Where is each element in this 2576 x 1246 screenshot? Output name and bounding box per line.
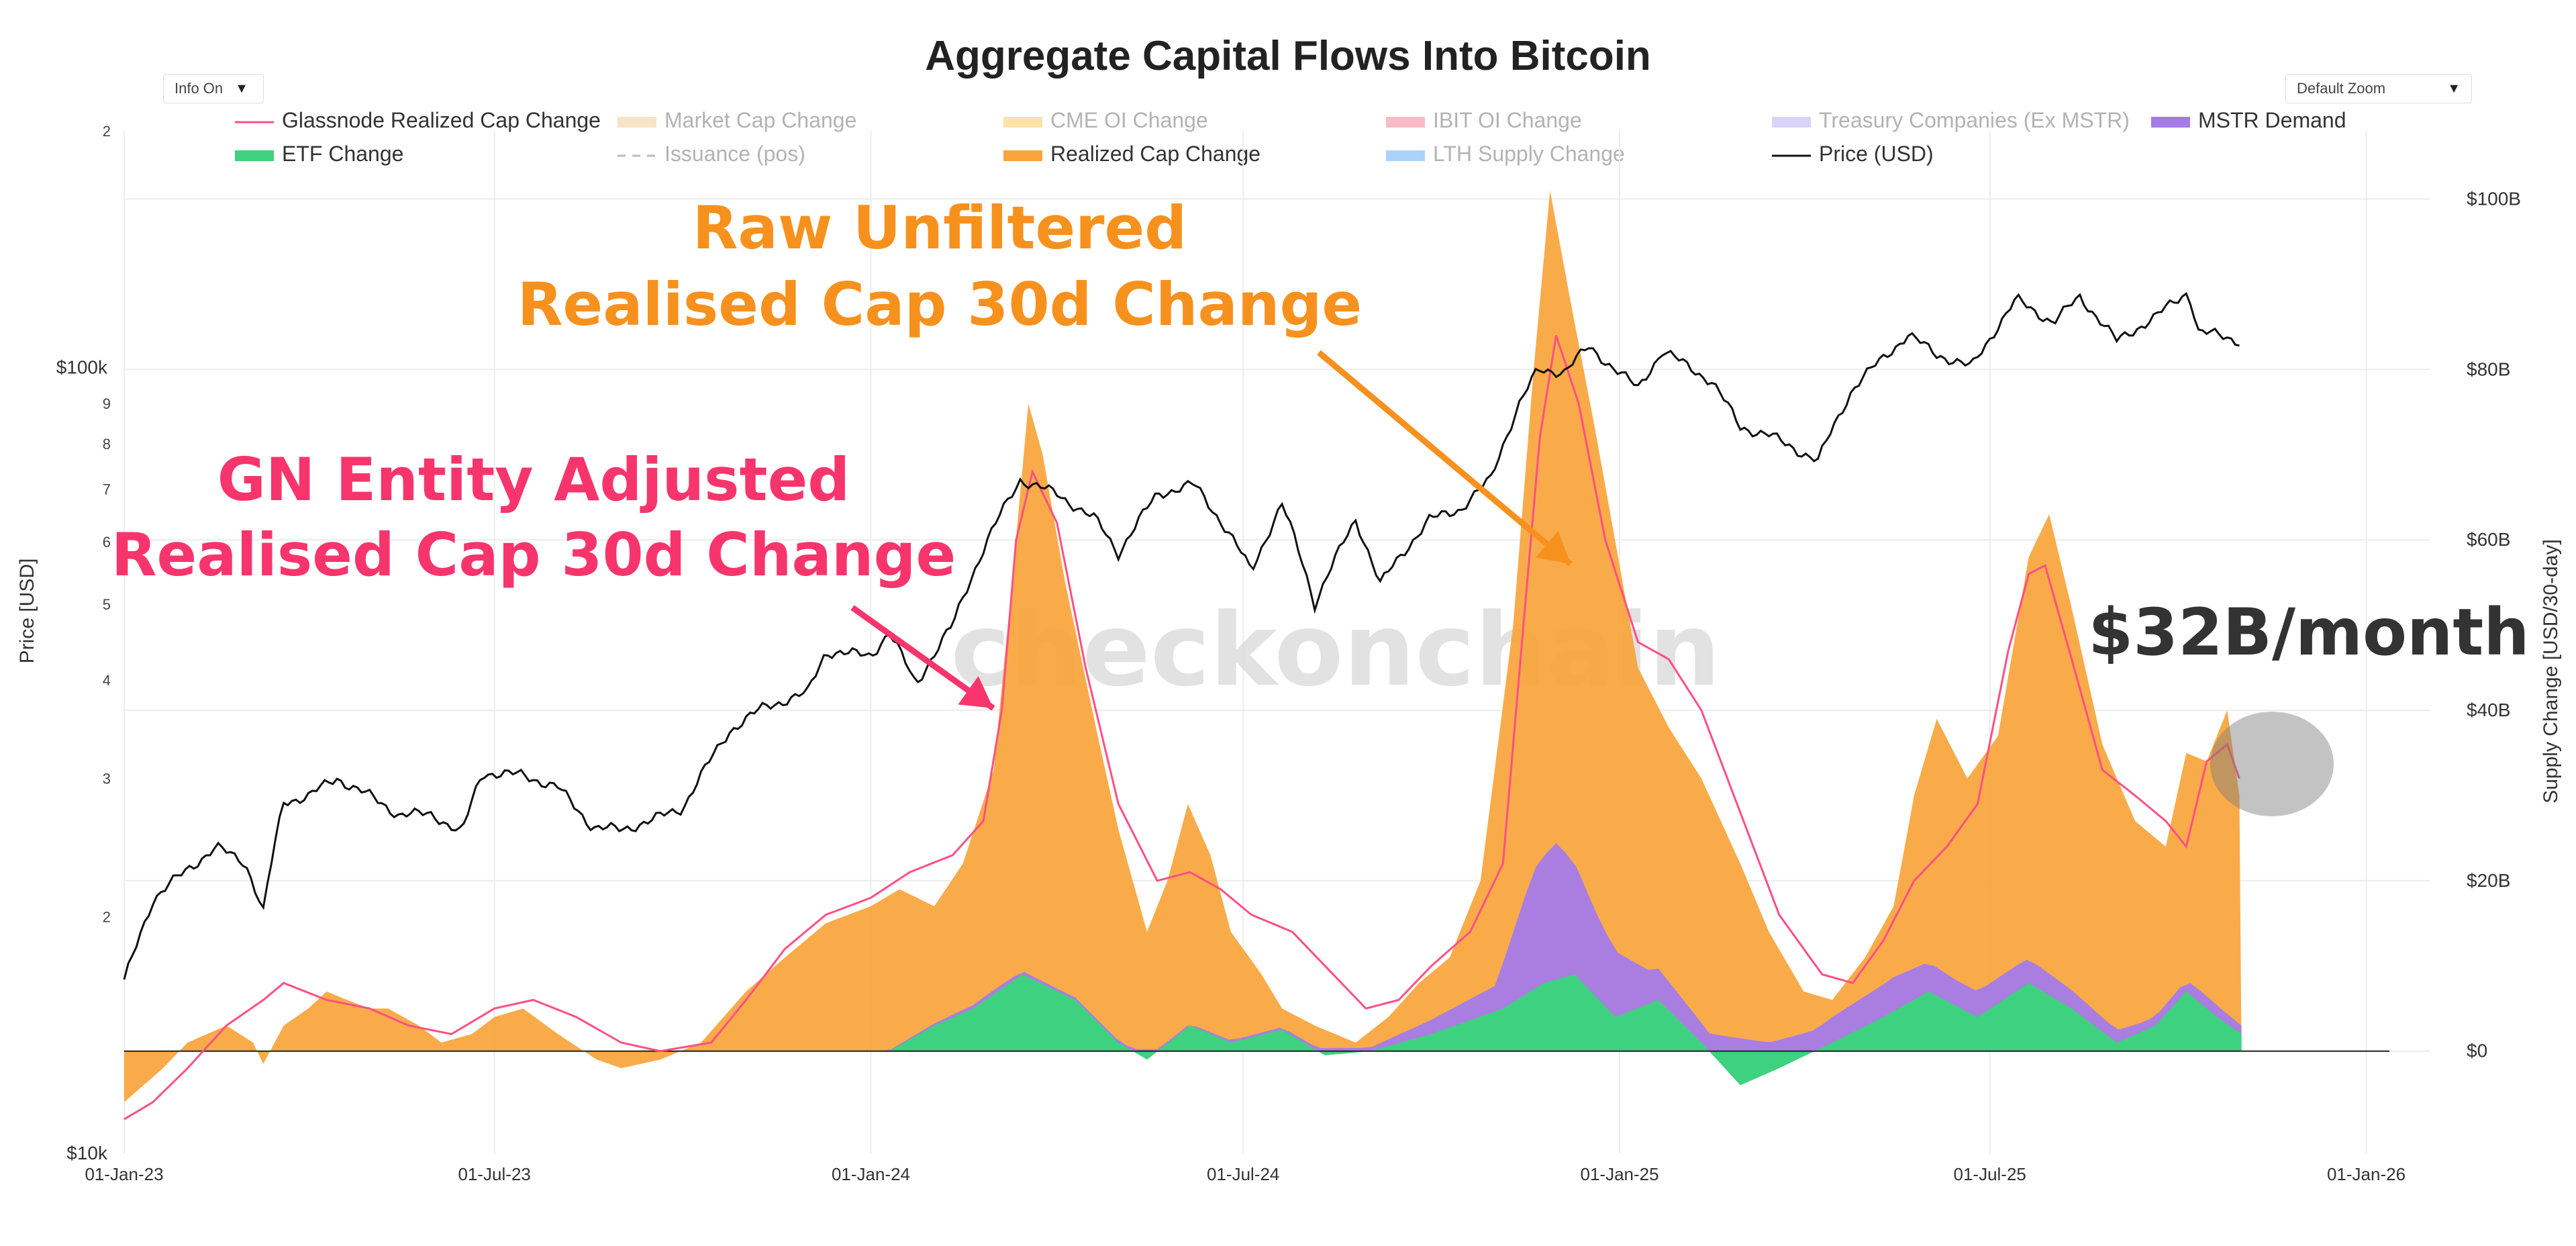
legend-item[interactable]: CME OI Change [1003, 108, 1208, 132]
mstr-demand-area [871, 843, 2242, 1051]
axes: 01-Jan-23 01-Jul-23 01-Jan-24 01-Jul-24 01-J… [16, 123, 2562, 1184]
legend: Glassnode Realized Cap Change Market Cap … [235, 108, 2346, 166]
y-right-tick-label: $80B [2467, 358, 2510, 379]
info-toggle-select[interactable]: Info On ▼ [163, 74, 264, 103]
price-usd-line [123, 291, 2240, 980]
annotation-text: $32B/month [2088, 595, 2529, 670]
realized-cap-change-area [124, 190, 2242, 1102]
series-layer [123, 190, 2389, 1120]
y-left-minor-tick-label: 7 [103, 481, 111, 498]
y-left-minor-tick-label: 5 [103, 596, 111, 613]
legend-label: MSTR Demand [2198, 108, 2346, 132]
x-tick-label: 01-Jul-25 [1953, 1164, 2026, 1184]
legend-label: Realized Cap Change [1050, 142, 1260, 166]
annotation-text: Realised Cap 30d Change [111, 520, 956, 589]
legend-swatch [1386, 150, 1425, 161]
annotation-text: Raw Unfiltered [693, 193, 1187, 262]
legend-swatch [1772, 117, 1811, 128]
y-right-tick-label: $60B [2467, 529, 2510, 550]
x-tick-label: 01-Jan-25 [1580, 1164, 1658, 1184]
legend-item[interactable]: Price (USD) [1772, 142, 1934, 166]
y-left-minor-tick-label: 4 [103, 672, 111, 689]
legend-item[interactable]: Realized Cap Change [1003, 142, 1260, 166]
highlight-ellipse [2210, 712, 2334, 816]
y-left-minor-tick-label: 3 [103, 770, 111, 787]
y-left-minor-tick-label: 9 [103, 395, 111, 412]
y-right-axis-title: Supply Change [USD/30-day] [2540, 539, 2562, 804]
y-right-tick-label: $40B [2467, 700, 2510, 720]
y-left-axis-title: Price [USD] [16, 559, 38, 664]
legend-swatch [1003, 117, 1042, 128]
chevron-down-icon: ▼ [2447, 81, 2461, 96]
legend-label: ETF Change [282, 142, 403, 166]
y-left-tick-label: $100k [56, 356, 108, 377]
x-tick-label: 01-Jul-24 [1207, 1164, 1279, 1184]
legend-label: Treasury Companies (Ex MSTR) [1819, 108, 2130, 132]
x-tick-label: 01-Jul-23 [458, 1164, 530, 1184]
y-left-minor-tick-label: 2 [103, 909, 111, 926]
legend-label: Glassnode Realized Cap Change [282, 108, 601, 132]
x-tick-label: 01-Jan-23 [85, 1164, 163, 1184]
y-left-minor-tick-label: 2 [103, 123, 111, 140]
y-left-minor-tick-label: 8 [103, 436, 111, 452]
annotation-text: Realised Cap 30d Change [517, 270, 1362, 339]
x-tick-label: 01-Jan-24 [832, 1164, 910, 1184]
legend-swatch [1386, 117, 1425, 128]
legend-label: LTH Supply Change [1433, 142, 1625, 166]
zoom-select[interactable]: Default Zoom ▼ [2285, 74, 2472, 103]
y-right-tick-label: $0 [2467, 1041, 2487, 1061]
y-left-tick-label: $10k [66, 1143, 108, 1163]
zoom-select-label: Default Zoom [2297, 80, 2386, 97]
y-left-minor-tick-label: 6 [103, 534, 111, 550]
legend-item[interactable]: Glassnode Realized Cap Change [235, 108, 601, 132]
orange-arrow-head [1536, 530, 1571, 564]
legend-label: CME OI Change [1050, 108, 1208, 132]
etf-change-area [889, 974, 2242, 1086]
x-tick-label: 01-Jan-26 [2327, 1164, 2406, 1184]
legend-label: Market Cap Change [664, 108, 856, 132]
y-right-tick-label: $100B [2467, 189, 2521, 209]
orange-arrow [1317, 350, 1573, 567]
glassnode-realized-cap-line [123, 335, 2240, 1120]
legend-item[interactable]: Market Cap Change [617, 108, 856, 132]
pink-arrow-head [958, 676, 993, 708]
legend-item[interactable]: IBIT OI Change [1386, 108, 1582, 132]
legend-item[interactable]: MSTR Demand [2151, 108, 2346, 132]
legend-swatch [1003, 150, 1042, 161]
legend-swatch [235, 150, 274, 161]
annotation-text: GN Entity Adjusted [217, 445, 850, 514]
legend-label: Issuance (pos) [664, 142, 805, 166]
info-toggle-label: Info On [175, 80, 224, 97]
legend-item[interactable]: ETF Change [235, 142, 403, 166]
chevron-down-icon: ▼ [235, 81, 248, 96]
legend-swatch [2151, 117, 2190, 128]
chart-title: Aggregate Capital Flows Into Bitcoin [925, 33, 1651, 79]
legend-item[interactable]: Issuance (pos) [617, 142, 805, 166]
legend-item[interactable]: Treasury Companies (Ex MSTR) [1772, 108, 2130, 132]
legend-label: IBIT OI Change [1433, 108, 1582, 132]
legend-label: Price (USD) [1819, 142, 1934, 166]
y-right-tick-label: $20B [2467, 870, 2510, 891]
legend-swatch [617, 117, 656, 128]
legend-item[interactable]: LTH Supply Change [1386, 142, 1625, 166]
